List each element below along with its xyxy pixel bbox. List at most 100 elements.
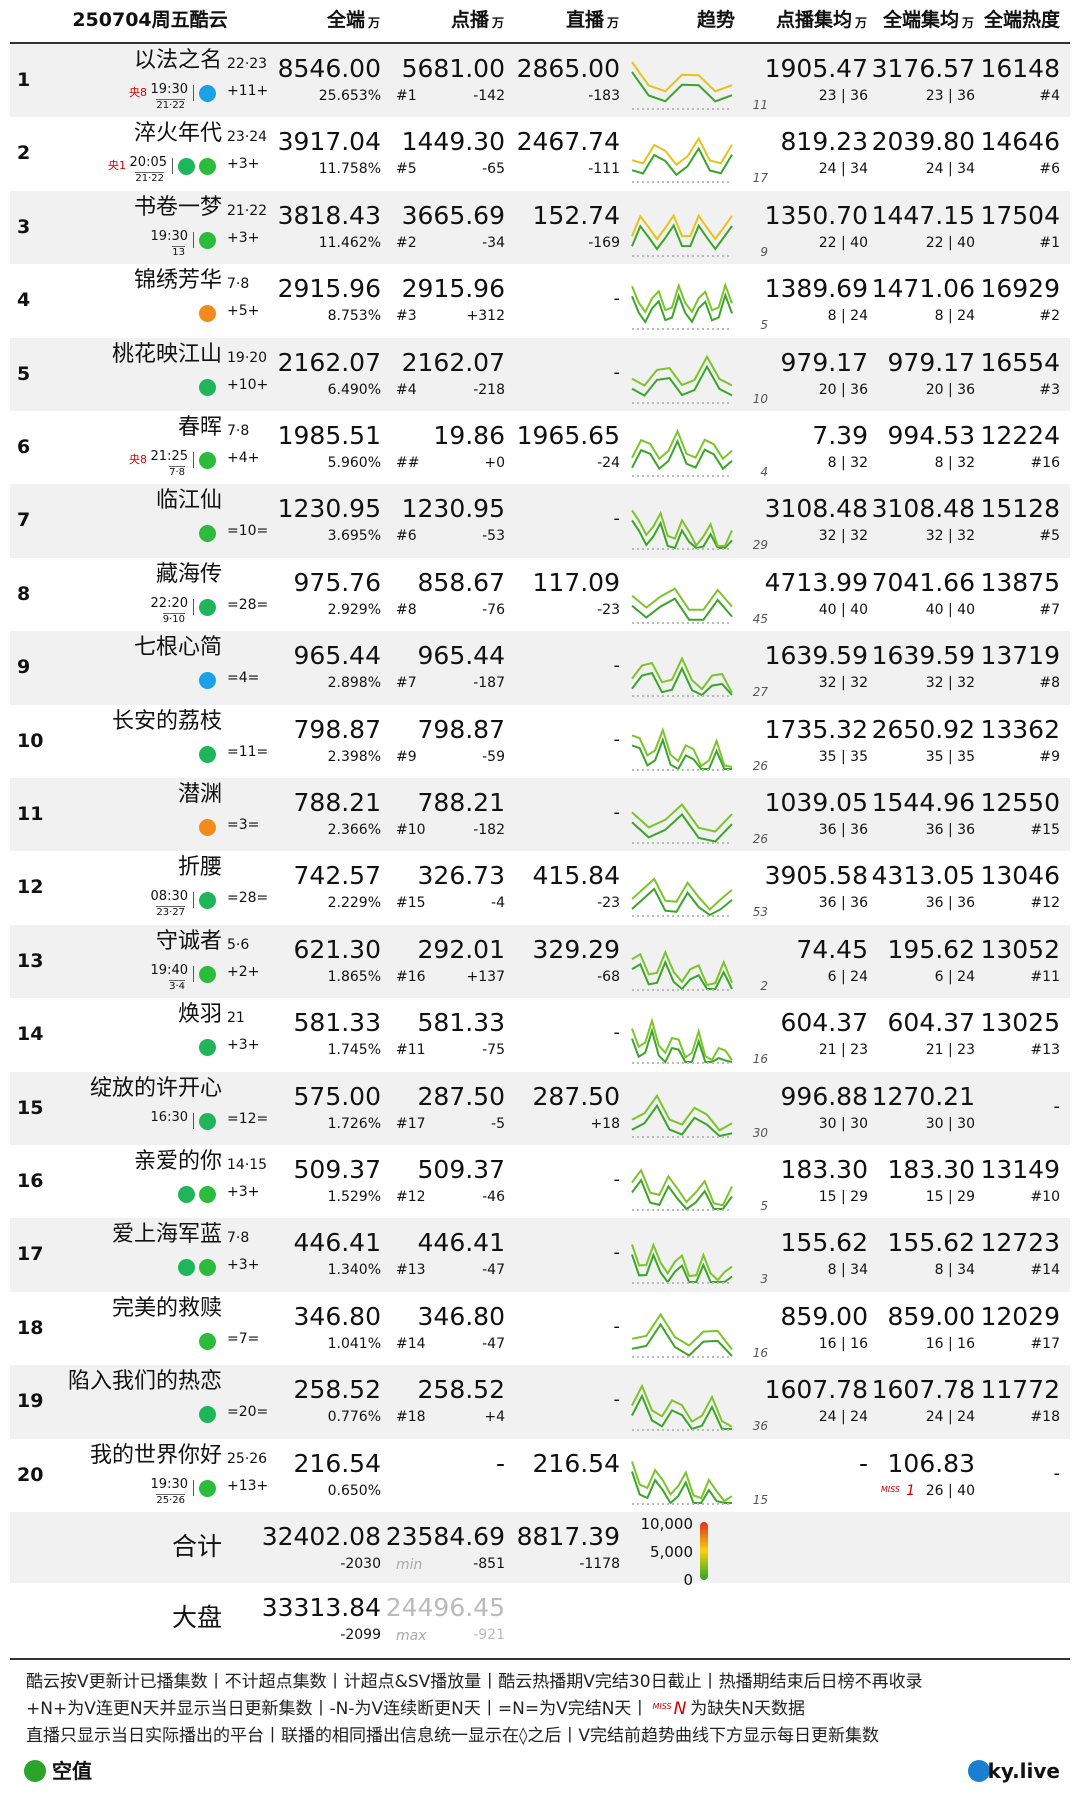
- heat: 13149: [980, 1155, 1060, 1184]
- vod-change: -75: [482, 1042, 505, 1059]
- vod-value: 1230.95: [401, 494, 505, 524]
- episodes: 7·8: [227, 423, 250, 439]
- total-value: 965.44: [293, 641, 381, 671]
- total-episodes: 24 | 34: [925, 161, 975, 178]
- vod-average: 979.17: [780, 347, 868, 377]
- episodes: 21·22: [227, 202, 268, 219]
- update-status: +3+: [227, 1184, 260, 1200]
- vod-value: 446.41: [417, 1228, 505, 1258]
- episodes: 22·23: [227, 56, 268, 72]
- channel: 央8: [129, 453, 147, 466]
- live-value: -: [613, 655, 621, 677]
- show-name: 绽放的许开心: [89, 1075, 222, 1101]
- vod-episodes: 24 | 34: [818, 161, 868, 178]
- trend-sparkline: [631, 213, 733, 257]
- heat: 16148: [980, 54, 1060, 83]
- row-bg: [10, 778, 1070, 852]
- trend-count: 15: [752, 1492, 768, 1507]
- air-time: 21:25: [150, 449, 188, 464]
- header-label: 全端: [326, 9, 365, 31]
- vod-average: 859.00: [780, 1301, 868, 1331]
- total-average: 604.37: [887, 1008, 975, 1038]
- vod-change: -53: [482, 528, 505, 545]
- vod-episodes: 21 | 23: [818, 1042, 868, 1059]
- vod-value: 3665.69: [401, 200, 505, 230]
- live-value: 287.50: [532, 1081, 620, 1111]
- separator: [193, 1479, 194, 1496]
- trend-count: 16: [752, 1345, 768, 1360]
- trend-line: [631, 71, 733, 103]
- total-average: 1607.78: [871, 1375, 975, 1405]
- trend-line: [631, 1470, 732, 1505]
- header-unit: 万: [855, 16, 868, 30]
- show-name: 淬火年代: [133, 121, 222, 147]
- trend-line: [631, 510, 733, 548]
- show-name: 七根心简: [133, 635, 222, 661]
- platform-icon: [199, 598, 216, 616]
- rank: 8: [17, 582, 31, 605]
- trend-line: [631, 1312, 733, 1350]
- air-time: 20:05: [129, 155, 167, 171]
- vod-change: -59: [482, 748, 505, 765]
- heat-rank: #10: [1030, 1189, 1060, 1205]
- vod-value: 5681.00: [401, 54, 505, 83]
- show-name: 临江仙: [155, 488, 222, 514]
- heat: 13025: [980, 1008, 1060, 1038]
- update-status: =11=: [227, 743, 269, 760]
- trend-count: 2: [760, 978, 768, 993]
- vod-rank: #1: [396, 88, 417, 104]
- total-average: 2039.80: [871, 127, 975, 157]
- vod-change: -142: [473, 88, 505, 104]
- share: 3.695%: [327, 528, 381, 545]
- total-average: 3176.57: [871, 54, 975, 83]
- trend-line: [631, 587, 733, 611]
- heat: 13719: [980, 641, 1060, 671]
- heat-rank: #7: [1039, 601, 1060, 618]
- vod-value: 2162.07: [401, 347, 505, 377]
- header-unit: 万: [962, 16, 975, 30]
- share: 11.758%: [318, 161, 381, 178]
- heat-rank: #15: [1030, 822, 1060, 838]
- total-average: 1544.96: [871, 788, 975, 817]
- separator: [193, 892, 194, 909]
- total-average: 155.62: [887, 1228, 975, 1258]
- vod-value: 23584.69: [385, 1522, 505, 1551]
- trend-line: [631, 136, 733, 167]
- share: 2.898%: [327, 675, 381, 692]
- vod-change: -65: [482, 161, 505, 178]
- live-value: -: [613, 1389, 621, 1411]
- share: 6.490%: [327, 381, 381, 398]
- vod-rank: #9: [396, 748, 417, 765]
- vod-value: 1449.30: [401, 127, 505, 157]
- air-time: 19:30: [150, 228, 188, 244]
- vod-episodes: 8 | 32: [827, 455, 868, 471]
- trend-sparkline: [631, 1383, 733, 1432]
- vod-episodes: 22 | 40: [818, 234, 868, 251]
- vod-change: -851: [473, 1556, 505, 1572]
- update-status: +13+: [227, 1477, 269, 1494]
- trend-sparkline: [631, 1242, 733, 1285]
- update-status: =12=: [227, 1110, 269, 1127]
- show-name: 陷入我们的热恋: [67, 1369, 222, 1395]
- trend-count: 9: [760, 244, 768, 259]
- vod-episodes: 8 | 34: [827, 1262, 868, 1279]
- vod-rank: #18: [396, 1409, 426, 1426]
- share: 1.529%: [327, 1189, 381, 1205]
- update-status: +3+: [227, 1257, 260, 1274]
- vod-episodes: 6 | 24: [827, 968, 868, 985]
- total-episodes: 26 | 40: [925, 1482, 975, 1499]
- vod-episodes: 16 | 16: [818, 1335, 868, 1352]
- vod-episodes: 24 | 24: [818, 1409, 868, 1426]
- total-episodes: 6 | 24: [934, 968, 975, 985]
- trend-count: 45: [752, 611, 768, 626]
- trend-line: [631, 1242, 733, 1282]
- trend-count: 5: [760, 1199, 768, 1213]
- platform-icon: [199, 452, 216, 469]
- update-status: =4=: [227, 670, 260, 687]
- show-name: 折腰: [177, 855, 222, 881]
- trend-sparkline: [631, 877, 733, 918]
- heat-rank: #3: [1039, 381, 1060, 398]
- update-status: +3+: [227, 156, 260, 173]
- trend-sparkline: [631, 726, 733, 771]
- vod-rank: #10: [396, 822, 426, 838]
